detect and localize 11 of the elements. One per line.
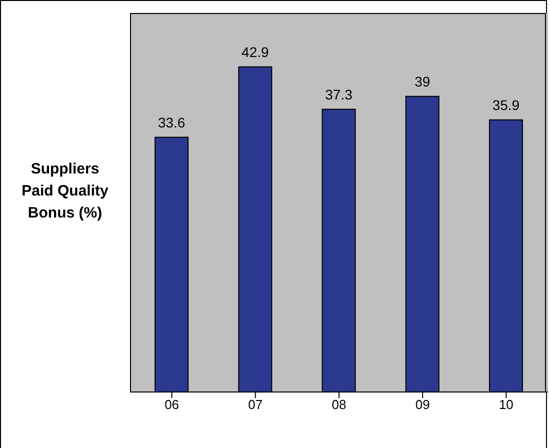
x-tick-label: 08 (332, 397, 346, 412)
data-label: 39 (414, 73, 430, 90)
data-label: 35.9 (492, 96, 520, 113)
x-tick-label: 07 (248, 397, 263, 412)
data-label: 37.3 (325, 86, 353, 102)
x-tick-label: 10 (498, 397, 514, 412)
y-axis-title: Suppliers Paid Quality Bonus (%) (22, 160, 109, 222)
data-label: 42.9 (242, 44, 270, 60)
x-tick-label: 06 (164, 397, 180, 412)
data-label: 33.6 (158, 114, 186, 130)
x-tick-label: 09 (415, 397, 430, 412)
